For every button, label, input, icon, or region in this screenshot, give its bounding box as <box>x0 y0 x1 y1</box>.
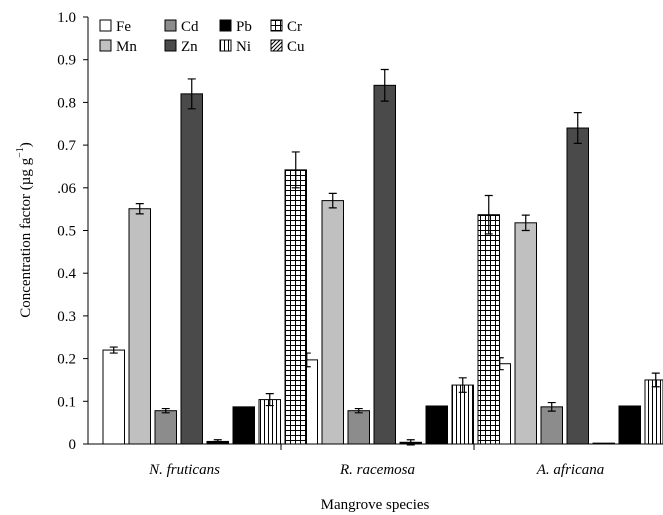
bar-mn <box>128 208 151 445</box>
x-tick-label: A. africana <box>536 462 605 478</box>
error-bar-cd <box>161 407 170 414</box>
bar-cr <box>644 379 663 445</box>
error-bar-cu <box>291 151 300 189</box>
error-bar-pb <box>213 439 222 444</box>
y-tick-label: 0.7 <box>57 138 76 154</box>
y-tick-label: 0.5 <box>57 224 76 240</box>
bar-mn <box>321 200 344 445</box>
legend-swatch-cd <box>164 19 177 32</box>
x-axis-title: Mangrove species <box>321 497 430 513</box>
error-bar-cr <box>651 372 660 388</box>
bar-cr <box>258 399 281 445</box>
bar-cd <box>347 410 370 445</box>
legend-swatch-zn <box>164 39 177 52</box>
error-bar-cd <box>354 407 363 414</box>
y-tick-label: 0.4 <box>57 266 76 282</box>
bar-fe <box>102 349 125 445</box>
legend-label-cd: Cd <box>181 19 199 35</box>
y-tick-label: 0.2 <box>57 352 76 368</box>
bar-cu <box>477 214 500 445</box>
legend: Fe Cd Pb Cr Mn Zn Ni Cu <box>99 19 305 55</box>
legend-label-cr: Cr <box>287 19 302 35</box>
error-bar-mn <box>135 202 144 215</box>
error-bar-cr <box>265 393 274 407</box>
y-axis-title-main: Concentration factor (µg g <box>18 157 34 317</box>
error-bar-cd <box>547 401 556 412</box>
x-tick-group: N. fruticans R. racemosa A. africana <box>148 444 604 478</box>
bar-cd <box>154 410 177 445</box>
bar-cu <box>284 169 307 445</box>
y-tick-label: 0.8 <box>57 95 76 111</box>
bar-zn <box>373 84 396 445</box>
bar-ni <box>232 406 255 445</box>
legend-swatch-pb <box>219 19 232 32</box>
legend-label-cu: Cu <box>287 39 305 55</box>
bar-zn <box>180 93 203 445</box>
error-bar-zn <box>380 68 389 102</box>
legend-label-mn: Mn <box>116 39 137 55</box>
bar-mn <box>514 222 537 445</box>
bar-pb <box>592 442 615 445</box>
legend-label-ni: Ni <box>236 39 251 55</box>
legend-swatch-mn <box>99 39 112 52</box>
legend-swatch-cu <box>270 39 283 52</box>
y-tick-label: .06 <box>57 181 76 197</box>
legend-swatch-ni <box>219 39 232 52</box>
legend-label-zn: Zn <box>181 39 198 55</box>
y-tick-label: 0.1 <box>57 394 76 410</box>
error-bar-pb <box>406 439 415 446</box>
bar-group <box>102 68 663 446</box>
y-axis-title-close: ) <box>18 142 34 147</box>
bar-zn <box>566 127 589 445</box>
bar-cd <box>540 406 563 445</box>
legend-label-pb: Pb <box>236 19 252 35</box>
y-tick-label: 0.9 <box>57 53 76 69</box>
error-bar-mn <box>328 192 337 209</box>
bar-cr <box>451 384 474 445</box>
legend-swatch-fe <box>99 19 112 32</box>
legend-label-fe: Fe <box>116 19 131 35</box>
legend-swatch-cr <box>270 19 283 32</box>
y-axis-title-superscript: −1 <box>15 147 26 158</box>
bar-ni <box>618 405 641 445</box>
x-tick-label: R. racemosa <box>339 462 415 478</box>
error-bar-cr <box>458 377 467 393</box>
y-tick-label: 0 <box>69 437 77 453</box>
y-tick-label: 1.0 <box>57 10 76 26</box>
error-bar-fe <box>109 346 118 354</box>
error-bar-zn <box>187 78 196 110</box>
x-tick-label: N. fruticans <box>148 462 220 478</box>
y-axis-title: Concentration factor (µg g−1) <box>15 142 34 317</box>
bar-ni <box>425 405 448 445</box>
error-bar-cu <box>484 194 493 235</box>
error-bar-mn <box>521 214 530 232</box>
y-tick-group: 0 0.1 0.2 0.3 0.4 0.5 .06 0.7 0.8 0.9 1.0 <box>57 10 88 453</box>
error-bar-zn <box>573 112 582 144</box>
y-tick-label: 0.3 <box>57 309 76 325</box>
